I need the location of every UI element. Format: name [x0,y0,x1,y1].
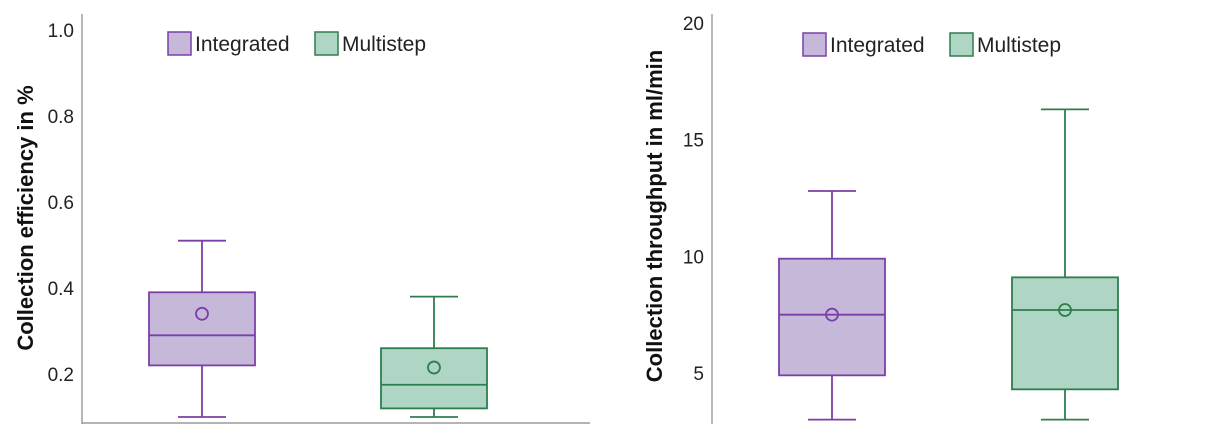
y-tick-label: 0.4 [48,279,75,300]
legend-swatch-integrated [802,32,827,57]
multistep-mean-marker [1058,303,1072,317]
integrated-box [778,257,886,377]
y-ticks: 5 10 15 20 [683,14,704,385]
integrated-mean-marker [825,307,839,322]
multistep-box [1011,276,1119,391]
box-plots [778,108,1119,421]
legend: Integrated Multistep [802,32,1061,57]
y-ticks: 0.2 0.4 0.6 0.8 1.0 [48,21,75,386]
legend-label-integrated: Integrated [195,33,290,56]
y-tick-label: 15 [683,131,704,152]
legend-label-integrated: Integrated [830,34,925,57]
legend: Integrated Multistep [167,31,426,56]
legend-label-multistep: Multistep [977,34,1061,57]
y-tick-label: 5 [693,364,704,385]
y-axis-title: Collection efficiency in % [13,85,38,350]
y-tick-label: 20 [683,14,704,35]
y-tick-label: 0.2 [48,365,74,386]
y-axis-title: Collection throughput in ml/min [642,50,667,382]
y-tick-label: 0.8 [48,107,74,128]
integrated-mean-marker [195,306,209,321]
integrated-box [148,291,256,367]
multistep-box [380,347,488,410]
legend-swatch-integrated [167,31,192,56]
efficiency-chart: Collection efficiency in % 0.2 0.4 0.6 0.8 1… [13,14,590,424]
y-tick-label: 10 [683,247,704,268]
y-tick-label: 0.6 [48,193,74,214]
legend-label-multistep: Multistep [342,33,426,56]
box-plots [148,239,488,418]
throughput-chart: Collection throughput in ml/min 5101520 … [642,14,1119,424]
legend-swatch-multistep [314,31,339,56]
y-tick-label: 1.0 [48,21,74,42]
multistep-mean-marker [427,360,441,375]
legend-swatch-multistep [949,32,974,57]
